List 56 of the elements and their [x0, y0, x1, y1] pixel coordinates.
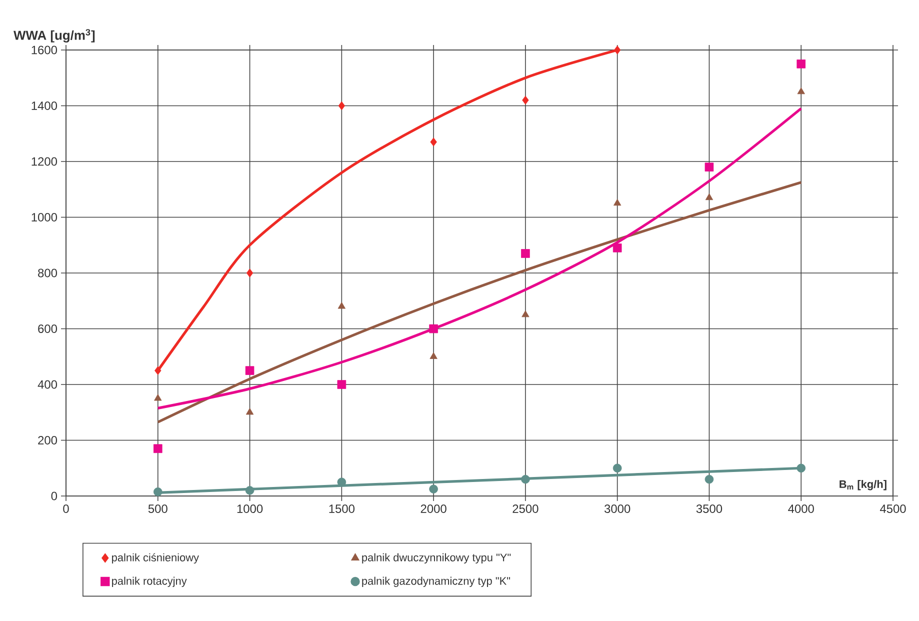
point: [796, 464, 806, 473]
point: [704, 474, 714, 484]
point: [614, 198, 622, 206]
y-tick-label: 1000: [32, 213, 58, 222]
x-tick-label: 1000: [237, 504, 263, 513]
y-axis-title: WWA [ug/m$^{3}$]: [14, 29, 95, 42]
y-tick-label: 1400: [32, 102, 58, 110]
point: [246, 408, 254, 415]
point: [522, 96, 529, 105]
point: [612, 244, 622, 252]
x-tick-label: 0: [63, 504, 69, 513]
x-tick-label: 4000: [788, 504, 814, 513]
y-tick-label: 800: [38, 268, 58, 278]
legend-label: palnik gazodynamiczny typ "K": [362, 576, 510, 587]
x-axis-title: B$_{m}$ [kg/h]: [840, 480, 886, 490]
line-series: [156, 181, 802, 424]
line-series: [156, 107, 802, 410]
y-tick-label: 0: [51, 492, 58, 500]
y-tick-label: 400: [38, 380, 58, 389]
y-tick-label: 200: [38, 436, 58, 444]
point: [154, 394, 162, 401]
point: [430, 138, 437, 146]
x-tick-label: 2500: [512, 504, 538, 513]
point: [796, 60, 806, 68]
x-tick-label: 500: [148, 504, 168, 513]
point: [522, 310, 530, 318]
x-tick-label: 3500: [696, 504, 722, 513]
point: [612, 464, 622, 473]
y-tick-label: 600: [38, 324, 58, 333]
point: [337, 380, 346, 389]
legend-label: palnik dwuczynnikowy typu "Y": [362, 553, 511, 564]
point: [614, 46, 621, 54]
point: [338, 302, 346, 309]
point: [704, 162, 714, 172]
y-tick-label: 1600: [32, 46, 58, 54]
x-tick-label: 1500: [329, 504, 354, 513]
point: [429, 484, 438, 494]
point: [153, 487, 162, 496]
point: [797, 87, 805, 94]
point: [338, 101, 346, 110]
point: [246, 268, 254, 278]
legend-label: palnik rotacyjny: [112, 576, 187, 587]
point: [245, 486, 254, 495]
x-tick-label: 4500: [880, 504, 906, 513]
point: [154, 366, 162, 375]
point: [521, 474, 530, 484]
point: [430, 352, 438, 359]
point: [429, 324, 438, 334]
point: [521, 249, 530, 258]
y-tick-label: 1200: [32, 157, 58, 166]
point: [245, 366, 254, 375]
legend-label: palnik ciśnieniowy: [112, 553, 199, 564]
x-tick-label: 2000: [420, 504, 446, 513]
point: [705, 193, 714, 200]
x-tick-label: 3000: [604, 504, 630, 513]
point: [153, 444, 162, 454]
